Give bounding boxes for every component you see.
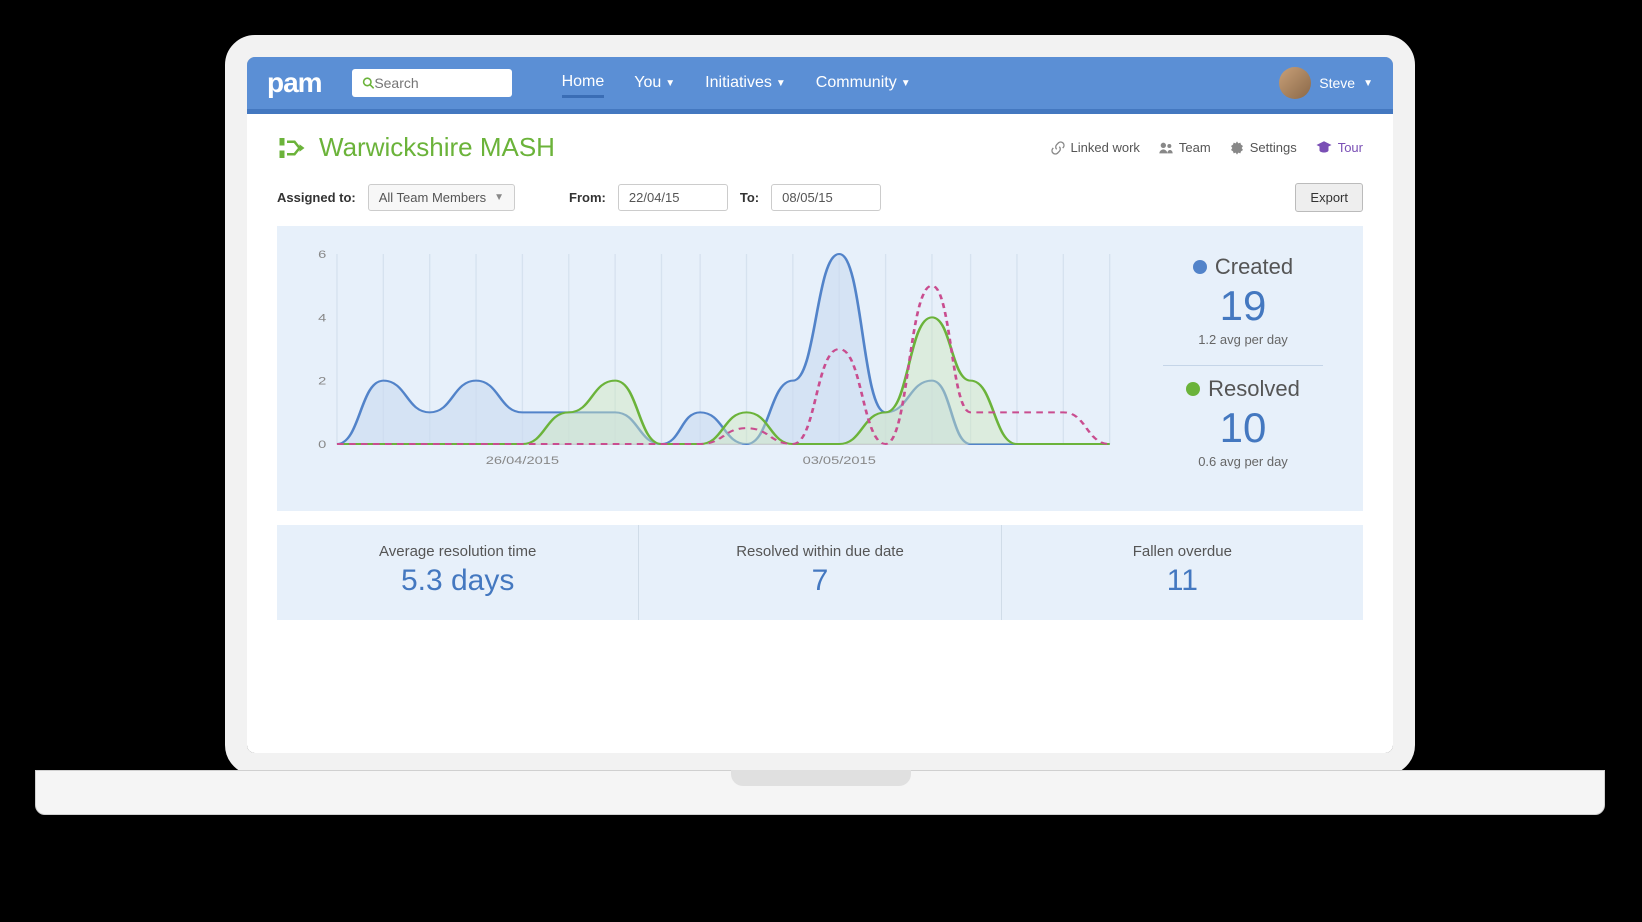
dot-icon [1186,382,1200,396]
main-nav: Home You ▼ Initiatives ▼ Community ▼ [562,73,1280,94]
initiative-icon [277,133,307,163]
nav-you[interactable]: You ▼ [634,73,675,94]
svg-text:26/04/2015: 26/04/2015 [486,454,559,467]
linked-work-link[interactable]: Linked work [1050,140,1140,156]
tour-label: Tour [1338,140,1363,155]
search-icon [362,76,375,90]
user-name: Steve [1319,75,1355,91]
nav-you-label: You [634,74,661,92]
metric-value: 5.3 days [277,564,638,598]
nav-community-label: Community [816,74,897,92]
stat-resolved-label: Resolved [1208,376,1300,402]
search-box[interactable] [352,69,512,97]
stat-resolved-value: 10 [1186,404,1300,452]
chart-panel: 0 2 4 6 26/04/2015 03/05/2015 Created 19 1.2 … [277,226,1363,511]
chevron-down-icon: ▼ [776,78,786,89]
nav-initiatives[interactable]: Initiatives ▼ [705,73,786,94]
link-icon [1050,140,1066,156]
metric-value: 11 [1002,564,1363,598]
search-input[interactable] [374,75,501,91]
stat-created-sub: 1.2 avg per day [1193,332,1293,347]
nav-home[interactable]: Home [562,73,605,98]
gear-icon [1229,140,1245,156]
svg-text:2: 2 [318,374,326,387]
to-label: To: [740,190,759,205]
stat-resolved: Resolved 10 0.6 avg per day [1186,366,1300,487]
from-label: From: [569,190,606,205]
assigned-select[interactable]: All Team Members ▼ [368,184,515,211]
metric-value: 7 [639,564,1000,598]
metric-label: Average resolution time [277,543,638,560]
header-actions: Linked work Team Settings Tour [1050,139,1363,157]
stats-column: Created 19 1.2 avg per day Resolved 10 0… [1143,244,1343,487]
stat-resolved-sub: 0.6 avg per day [1186,454,1300,469]
page-header: Warwickshire MASH Linked work Team Setti… [247,114,1393,175]
tour-link[interactable]: Tour [1315,139,1363,157]
nav-home-label: Home [562,73,605,91]
team-link[interactable]: Team [1158,140,1211,156]
linked-work-label: Linked work [1071,140,1140,155]
brand-logo: pam [267,67,322,99]
chevron-down-icon: ▼ [1363,78,1373,89]
svg-text:4: 4 [318,311,326,324]
from-date-input[interactable]: 22/04/15 [618,184,728,211]
stat-created: Created 19 1.2 avg per day [1193,244,1293,365]
dot-icon [1193,260,1207,274]
app-screen: pam Home You ▼ Initiatives ▼ Community ▼ St… [247,57,1393,753]
stat-created-label: Created [1215,254,1293,280]
settings-link[interactable]: Settings [1229,140,1297,156]
stat-created-value: 19 [1193,282,1293,330]
chevron-down-icon: ▼ [665,78,675,89]
graduation-icon [1315,139,1333,157]
laptop-notch [731,770,911,786]
from-value: 22/04/15 [629,190,680,205]
user-menu[interactable]: Steve ▼ [1279,67,1373,99]
line-chart: 0 2 4 6 26/04/2015 03/05/2015 [297,244,1123,474]
chevron-down-icon: ▼ [901,78,911,89]
svg-text:03/05/2015: 03/05/2015 [803,454,876,467]
metric-label: Resolved within due date [639,543,1000,560]
metric-avg-resolution: Average resolution time 5.3 days [277,525,639,620]
team-label: Team [1179,140,1211,155]
chart-area: 0 2 4 6 26/04/2015 03/05/2015 [297,244,1123,487]
avatar [1279,67,1311,99]
page-title: Warwickshire MASH [319,132,555,163]
chevron-down-icon: ▼ [494,192,504,203]
to-date-input[interactable]: 08/05/15 [771,184,881,211]
to-value: 08/05/15 [782,190,833,205]
stat-created-title: Created [1193,254,1293,280]
svg-text:6: 6 [318,248,326,261]
assigned-label: Assigned to: [277,190,356,205]
nav-community[interactable]: Community ▼ [816,73,911,94]
laptop-frame: pam Home You ▼ Initiatives ▼ Community ▼ St… [225,35,1415,775]
filter-bar: Assigned to: All Team Members ▼ From: 22… [247,175,1393,226]
nav-initiatives-label: Initiatives [705,74,772,92]
export-button[interactable]: Export [1295,183,1363,212]
assigned-value: All Team Members [379,190,486,205]
metric-label: Fallen overdue [1002,543,1363,560]
team-icon [1158,140,1174,156]
metrics-row: Average resolution time 5.3 days Resolve… [277,525,1363,620]
stat-resolved-title: Resolved [1186,376,1300,402]
svg-text:0: 0 [318,438,326,451]
metric-within-due: Resolved within due date 7 [639,525,1001,620]
page-title-area: Warwickshire MASH [277,132,555,163]
metric-overdue: Fallen overdue 11 [1002,525,1363,620]
topbar: pam Home You ▼ Initiatives ▼ Community ▼ St… [247,57,1393,109]
settings-label: Settings [1250,140,1297,155]
